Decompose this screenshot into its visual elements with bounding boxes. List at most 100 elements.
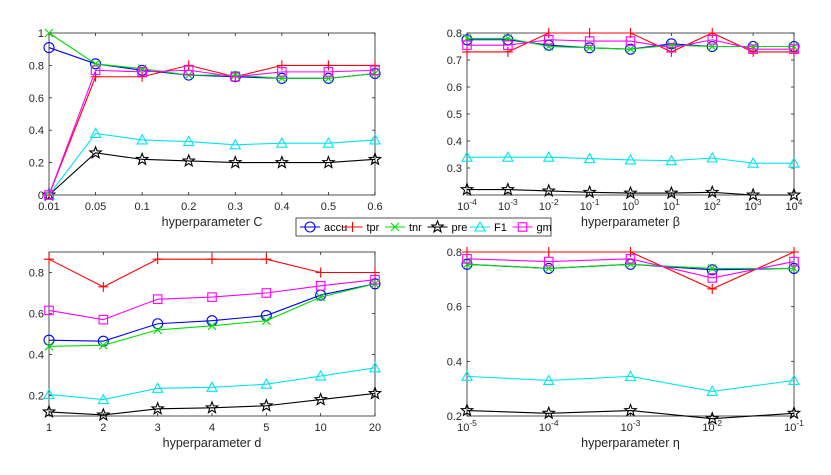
point-pre-marker — [150, 401, 165, 415]
legend-label-accu: accu — [324, 222, 347, 234]
x-axis-label-C: hyperparameter C — [162, 215, 263, 229]
point-tnr-marker — [626, 259, 635, 269]
point-tpr-marker — [707, 28, 718, 38]
y-tick-label-d-0: 0.2 — [29, 391, 44, 403]
legend-label-tpr: tpr — [367, 222, 380, 234]
point-tpr-marker — [462, 247, 472, 257]
x-tick-label-C-5: 0.4 — [274, 201, 289, 213]
series-tnr-eta — [462, 259, 799, 273]
series-line-gm — [48, 279, 376, 321]
y-tick-label-eta-1: 0.4 — [447, 356, 462, 368]
point-gm-marker — [207, 292, 217, 302]
chart-panel-C: 0.01 0.05 0.1 0.2 0.3 0.4 0.5 0.6 0 0.2 0.4 0.6 0.8 1… — [29, 28, 383, 229]
x-tick-label-C-3: 0.2 — [181, 201, 196, 213]
x-tick-label-beta-1: 10-3 — [498, 197, 518, 213]
point-tpr-marker — [323, 60, 334, 71]
point-tnr-marker — [207, 321, 217, 331]
point-F1-marker — [97, 393, 110, 405]
point-pre-marker — [705, 411, 720, 425]
point-gm-marker — [584, 36, 595, 46]
series-line-gm — [48, 69, 376, 196]
point-tpr-marker — [462, 46, 472, 57]
series-line-gm — [466, 258, 795, 279]
x-axis-label-eta: hyperparameter η — [581, 436, 680, 450]
plot-area-d — [48, 251, 376, 417]
point-pre-marker — [88, 145, 103, 159]
x-tick-label-eta-1: 10-4 — [539, 418, 559, 434]
point-tpr-marker — [502, 46, 513, 57]
point-gm-marker — [543, 256, 554, 267]
x-tick-label-beta-0: 10-4 — [457, 197, 477, 213]
point-gm-marker — [625, 36, 636, 46]
point-pre-marker — [582, 184, 597, 199]
y-tick-label-C-4: 0.8 — [29, 60, 44, 72]
point-gm-marker — [748, 44, 758, 55]
point-tpr-marker — [748, 46, 759, 57]
series-pre-d — [41, 385, 383, 422]
point-F1-marker — [788, 374, 800, 386]
point-tpr-marker — [543, 28, 554, 38]
y-tick-label-beta-2: 0.5 — [447, 109, 462, 121]
series-tpr-eta — [462, 247, 799, 294]
legend-entry-F1: F1 — [470, 220, 507, 234]
y-tick-label-d-2: 0.6 — [29, 309, 44, 321]
y-tick-label-C-5: 1 — [38, 28, 44, 40]
point-pre-marker — [204, 400, 220, 414]
x-tick-label-eta-3: 10-2 — [702, 418, 722, 434]
point-F1-marker — [583, 152, 596, 164]
x-tick-label-eta-2: 10-3 — [621, 418, 641, 434]
point-F1-marker — [151, 382, 164, 393]
series-line-accu — [48, 283, 376, 342]
legend-accu-marker — [304, 221, 316, 233]
x-tick-label-beta-4: 100 — [622, 197, 639, 213]
series-pre-C — [41, 145, 383, 202]
point-gm-marker — [707, 34, 718, 45]
point-F1-marker — [136, 133, 149, 145]
point-gm-marker — [625, 254, 636, 264]
series-gm-eta — [462, 254, 799, 283]
point-tpr-marker — [276, 60, 287, 71]
point-pre-marker — [274, 155, 290, 169]
y-tick-label-beta-4: 0.7 — [447, 55, 462, 67]
y-tick-label-C-1: 0.2 — [29, 158, 44, 170]
x-tick-label-C-6: 0.5 — [321, 201, 336, 213]
point-pre-marker — [786, 187, 802, 202]
point-pre-marker — [259, 398, 274, 412]
x-tick-label-beta-7: 103 — [745, 197, 762, 213]
series-tnr-C — [44, 28, 380, 83]
point-F1-marker — [314, 369, 327, 381]
x-axis-label-beta: hyperparameter β — [581, 215, 680, 229]
x-tick-label-beta-8: 104 — [786, 197, 803, 213]
point-tpr-marker — [315, 267, 326, 278]
point-tpr-marker — [370, 60, 380, 71]
point-tpr-marker — [543, 247, 554, 257]
x-tick-label-d-4: 5 — [263, 422, 269, 434]
point-pre-marker — [623, 185, 638, 200]
point-pre-marker — [745, 187, 761, 202]
x-tick-label-beta-2: 10-2 — [539, 197, 559, 213]
point-tpr-marker — [137, 71, 148, 82]
legend-entry-pre: pre — [427, 219, 467, 234]
point-tnr-marker — [316, 292, 326, 302]
point-pre-marker — [181, 153, 196, 168]
point-tpr-marker — [789, 247, 799, 257]
point-F1-marker — [501, 151, 514, 162]
point-tpr-marker — [707, 283, 718, 294]
legend-label-gm: gm — [537, 222, 552, 234]
point-tpr-marker — [90, 71, 101, 82]
point-F1-marker — [788, 157, 800, 168]
y-tick-label-C-2: 0.4 — [29, 125, 44, 137]
point-F1-marker — [461, 151, 473, 162]
point-F1-marker — [182, 135, 195, 147]
series-gm-beta — [462, 34, 799, 55]
point-F1-marker — [322, 137, 335, 148]
point-gm-marker — [183, 65, 194, 76]
x-tick-label-d-1: 2 — [100, 422, 106, 434]
point-accu-marker — [43, 334, 55, 346]
point-F1-marker — [706, 385, 719, 396]
series-line-F1 — [48, 367, 376, 401]
series-F1-beta — [461, 151, 800, 168]
point-pre-marker — [541, 183, 556, 198]
point-F1-marker — [747, 157, 760, 168]
